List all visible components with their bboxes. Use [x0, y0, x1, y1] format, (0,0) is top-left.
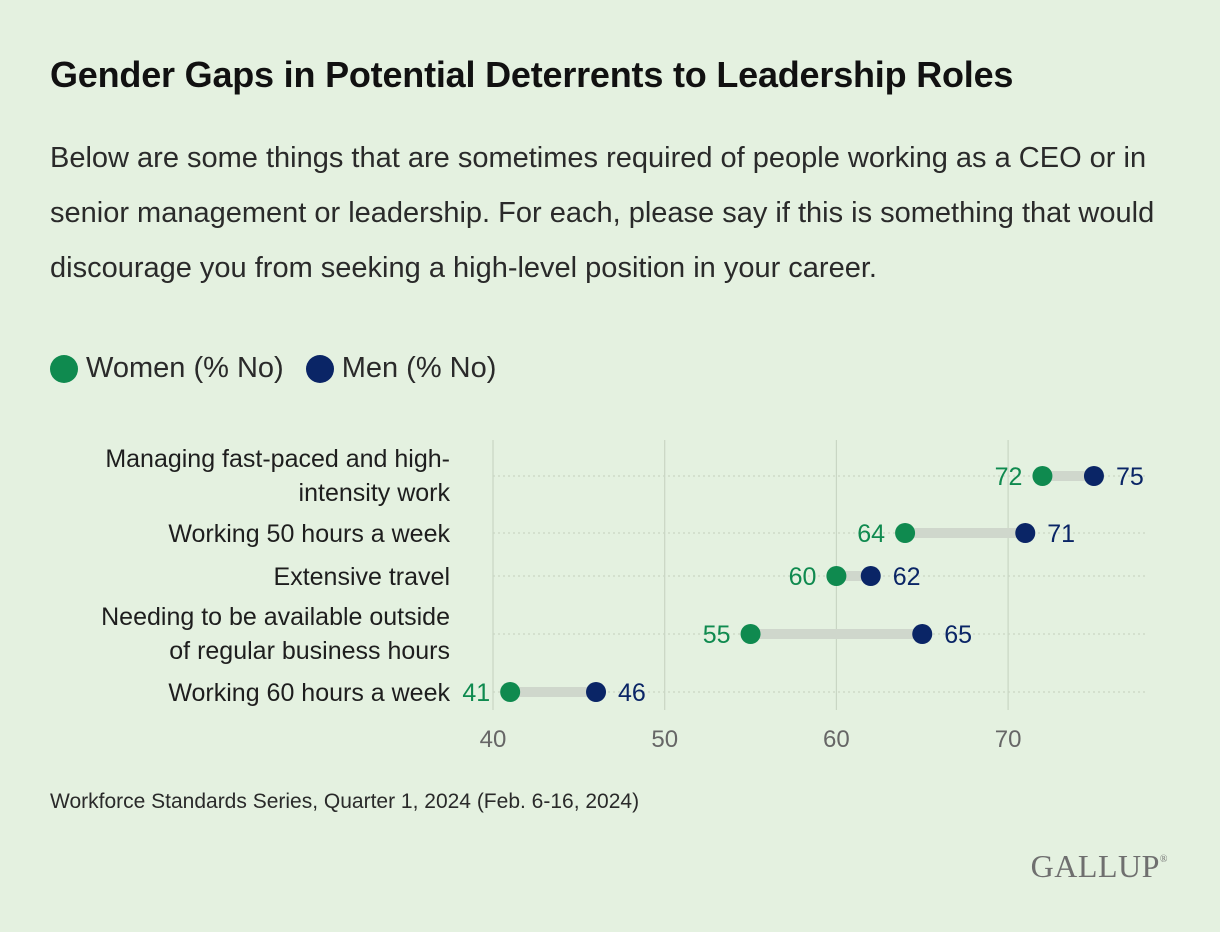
x-tick-label: 70 — [995, 726, 1022, 753]
category-label: of regular business hours — [169, 637, 450, 665]
data-label-men: 46 — [618, 679, 646, 707]
dot-women — [500, 682, 521, 702]
legend-label-women: Women (% No) — [86, 352, 284, 384]
x-tick-label: 40 — [480, 726, 507, 753]
x-tick-label: 60 — [823, 726, 850, 753]
dot-men — [860, 566, 881, 586]
chart-subtitle: Below are some things that are sometimes… — [50, 142, 1155, 284]
category-label: Extensive travel — [274, 563, 450, 591]
category-label: Working 50 hours a week — [168, 520, 450, 548]
data-label-men: 62 — [893, 563, 921, 591]
legend: Women (% No) Men (% No) — [50, 352, 518, 385]
data-label-women: 41 — [462, 679, 490, 707]
category-label: intensity work — [299, 479, 451, 507]
data-label-women: 55 — [703, 621, 731, 649]
dot-women — [740, 624, 761, 644]
data-label-men: 65 — [944, 621, 972, 649]
logo-text: GALLUP — [1030, 848, 1160, 884]
category-label: Managing fast-paced and high- — [105, 445, 450, 473]
dot-men — [1083, 466, 1104, 486]
chart-title: Gender Gaps in Potential Deterrents to L… — [50, 54, 1014, 95]
legend-dot-women — [50, 354, 78, 383]
data-label-men: 71 — [1047, 520, 1075, 548]
legend-item-men: Men (% No) — [305, 352, 497, 385]
data-label-women: 64 — [857, 520, 885, 548]
dot-women — [826, 566, 847, 586]
logo-registered-mark: ® — [1159, 854, 1168, 865]
dot-women — [895, 523, 916, 543]
category-label: Needing to be available outside — [101, 603, 450, 631]
legend-dot-men — [305, 354, 334, 383]
dot-men — [586, 682, 607, 702]
category-label: Working 60 hours a week — [168, 679, 450, 707]
gallup-logo: GALLUP® — [1031, 848, 1168, 885]
x-tick-label: 50 — [651, 726, 678, 753]
dot-men — [912, 624, 933, 644]
legend-label-men: Men (% No) — [341, 352, 497, 384]
data-label-women: 60 — [789, 563, 817, 591]
data-label-men: 75 — [1116, 463, 1144, 491]
legend-item-women: Women (% No) — [50, 352, 284, 385]
data-label-women: 72 — [995, 463, 1023, 491]
source-note: Workforce Standards Series, Quarter 1, 2… — [50, 790, 640, 813]
dot-men — [1015, 523, 1036, 543]
dot-women — [1032, 466, 1053, 486]
